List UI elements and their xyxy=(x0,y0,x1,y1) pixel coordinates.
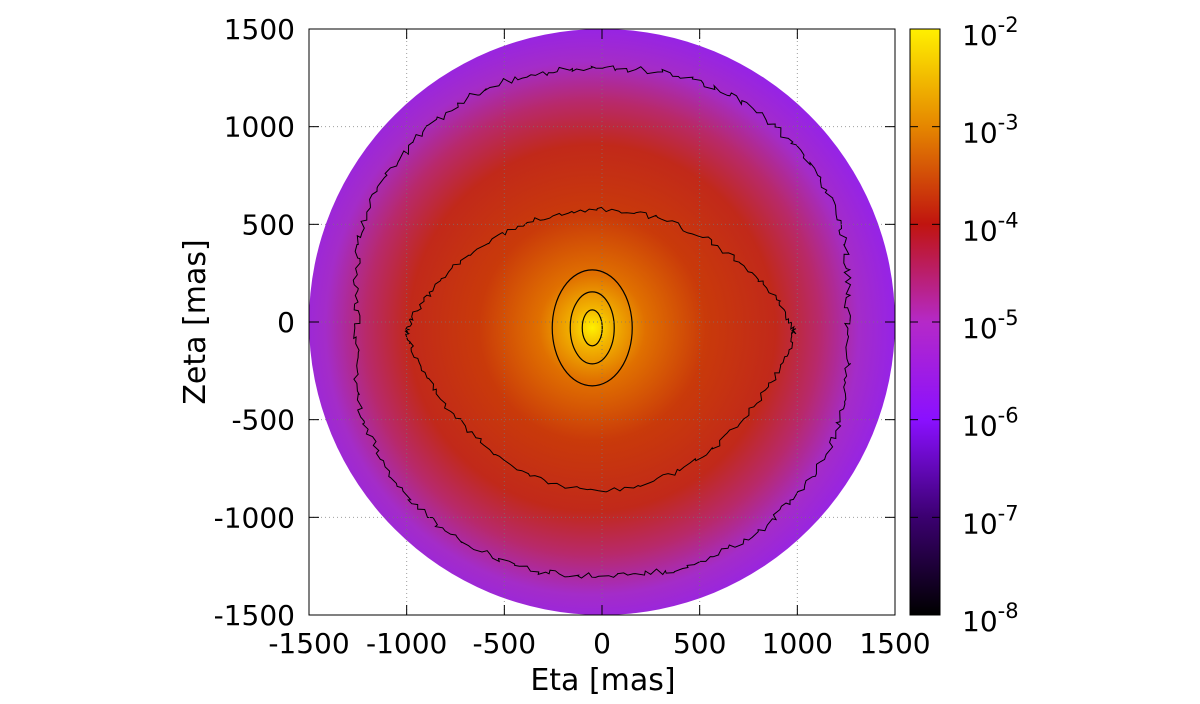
x-tick-label: -500 xyxy=(473,627,537,660)
colorbar-label-base: 10 xyxy=(962,507,998,540)
x-tick-label: 1000 xyxy=(762,627,833,660)
colorbar-label-exponent: -4 xyxy=(998,208,1019,232)
colorbar-label-base: 10 xyxy=(962,312,998,345)
colorbar: 10-210-310-410-510-610-710-8 xyxy=(909,13,1019,638)
x-tick-label: 500 xyxy=(673,627,726,660)
x-tick-label: -1000 xyxy=(366,627,447,660)
y-tick-label: 1000 xyxy=(224,111,295,144)
colorbar-label-exponent: -7 xyxy=(998,501,1019,525)
contour-inner-3 xyxy=(581,309,603,347)
y-tick-label: -1000 xyxy=(214,501,295,534)
x-tick-label: -1500 xyxy=(268,627,349,660)
colorbar-label-base: 10 xyxy=(962,19,998,52)
colorbar-label-base: 10 xyxy=(962,410,998,443)
colorbar-label-exponent: -3 xyxy=(998,111,1019,135)
contour-inner-1 xyxy=(551,269,633,387)
contour-inner-2 xyxy=(569,291,615,365)
axis-ticks xyxy=(308,28,896,616)
colorbar-label: 10-7 xyxy=(962,501,1019,540)
y-tick-label: -500 xyxy=(231,404,295,437)
colorbar-label: 10-2 xyxy=(962,13,1019,52)
contour-lines xyxy=(352,65,852,579)
x-tick-labels: -1500 -1000 -500 0 500 1000 1500 xyxy=(268,627,930,660)
colorbar-label-exponent: -2 xyxy=(998,13,1019,37)
colorbar-label: 10-8 xyxy=(962,599,1019,638)
colorbar-label-exponent: -5 xyxy=(998,306,1019,330)
y-axis-label: Zeta [mas] xyxy=(178,239,213,404)
x-tick-label: 1500 xyxy=(859,627,930,660)
x-tick-label: 0 xyxy=(593,627,611,660)
colorbar-labels: 10-210-310-410-510-610-710-8 xyxy=(962,13,1019,638)
colorbar-label: 10-4 xyxy=(962,208,1019,247)
y-tick-label: -1500 xyxy=(214,599,295,632)
x-axis-label: Eta [mas] xyxy=(530,663,675,698)
grid-lines xyxy=(309,29,895,615)
y-tick-label: 0 xyxy=(277,306,295,339)
colorbar-label-exponent: -8 xyxy=(998,599,1019,623)
colorbar-ticks xyxy=(910,28,940,616)
colorbar-label: 10-5 xyxy=(962,306,1019,345)
colorbar-label: 10-3 xyxy=(962,111,1019,150)
y-tick-label: 500 xyxy=(242,208,295,241)
y-tick-labels: -1500 -1000 -500 0 500 1000 1500 xyxy=(214,13,295,632)
contour-outer xyxy=(352,65,852,579)
y-tick-label: 1500 xyxy=(224,13,295,46)
colorbar-label-base: 10 xyxy=(962,214,998,247)
colorbar-label-base: 10 xyxy=(962,117,998,150)
colorbar-label: 10-6 xyxy=(962,404,1019,443)
colorbar-label-exponent: -6 xyxy=(998,404,1019,428)
contour-middle xyxy=(404,206,797,493)
colorbar-label-base: 10 xyxy=(962,605,998,638)
